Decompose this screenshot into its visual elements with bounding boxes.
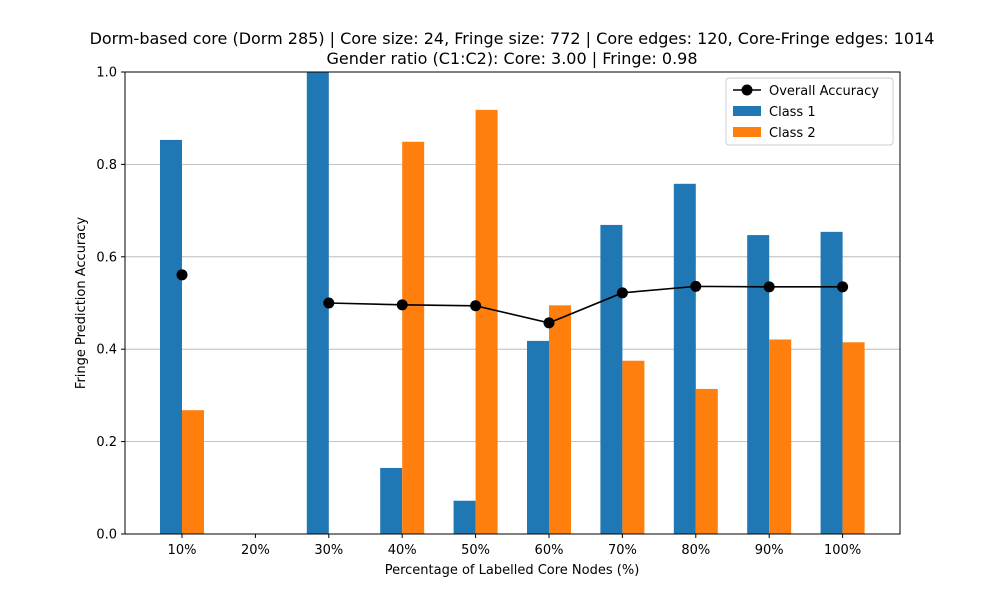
y-tick-label: 0.4 [96, 343, 117, 358]
legend-label-class1: Class 1 [769, 105, 816, 120]
y-tick-label: 1.0 [96, 66, 117, 81]
x-tick-label: 20% [241, 543, 270, 558]
bar-class-1 [306, 72, 329, 534]
line-layer [176, 269, 849, 329]
y-tick-label: 0.2 [96, 435, 117, 450]
legend: Overall Accuracy Class 1 Class 2 [725, 77, 894, 146]
x-tick-label: 40% [388, 543, 417, 558]
plot-frame [124, 71, 901, 535]
bar-class-2 [769, 339, 792, 534]
bar-class-2 [549, 305, 571, 534]
bar-class-1 [380, 467, 403, 534]
x-tick-label: 60% [535, 543, 564, 558]
overall-accuracy-point [837, 281, 849, 293]
y-tick-label: 0.6 [96, 250, 117, 265]
overall-accuracy-point [176, 269, 188, 281]
bar-class-2 [182, 410, 204, 534]
legend-marker-swatch [741, 84, 753, 96]
overall-accuracy-point [543, 317, 555, 329]
x-tick-label: 10% [168, 543, 197, 558]
bar-class-1 [160, 139, 182, 534]
y-tick-label: 0.8 [96, 158, 117, 173]
x-tick-label: 30% [314, 543, 343, 558]
legend-box [725, 77, 894, 146]
chart-title-line1: Dorm-based core (Dorm 285) | Core size: … [90, 29, 935, 48]
bar-class-2 [475, 109, 498, 534]
bar-class-1 [747, 235, 770, 534]
legend-swatch-class1 [733, 106, 761, 116]
overall-accuracy-point [396, 299, 408, 311]
overall-accuracy-point [616, 287, 628, 299]
bars-layer [160, 72, 865, 535]
bar-class-1 [527, 340, 549, 534]
overall-accuracy-point [470, 300, 482, 312]
bar-class-2 [402, 141, 425, 534]
overall-accuracy-point [690, 280, 702, 292]
overall-accuracy-point [323, 297, 335, 309]
ticks-layer: 0.0 0.2 0.4 0.6 0.8 1.0 10% 20% 30% 40% 50% 60% 70% 8… [96, 66, 861, 559]
bar-class-1 [673, 183, 696, 534]
legend-label-overall: Overall Accuracy [769, 84, 879, 99]
y-tick-label: 0.0 [96, 528, 117, 543]
bar-class-1 [820, 231, 843, 535]
bar-class-1 [453, 500, 476, 534]
bar-class-1 [600, 224, 623, 534]
x-tick-label: 70% [608, 543, 637, 558]
bar-class-2 [695, 388, 718, 534]
x-tick-label: 50% [461, 543, 490, 558]
bar-class-2 [622, 360, 645, 534]
x-tick-label: 100% [824, 543, 861, 558]
x-tick-label: 80% [681, 543, 710, 558]
overall-accuracy-line [328, 285, 843, 324]
legend-swatch-class2 [733, 127, 761, 137]
legend-label-class2: Class 2 [769, 126, 816, 141]
x-axis-title: Percentage of Labelled Core Nodes (%) [385, 563, 640, 578]
x-tick-label: 90% [755, 543, 784, 558]
y-axis-title: Fringe Prediction Accuracy [74, 217, 89, 389]
bar-class-2 [842, 342, 865, 534]
overall-accuracy-point [763, 281, 775, 293]
chart-title-line2: Gender ratio (C1:C2): Core: 3.00 | Fring… [326, 49, 697, 68]
